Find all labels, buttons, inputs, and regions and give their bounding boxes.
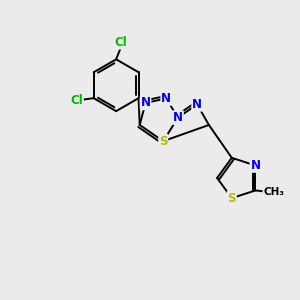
Text: S: S: [159, 135, 167, 148]
Text: N: N: [192, 98, 202, 111]
Text: Cl: Cl: [70, 94, 83, 107]
Text: N: N: [141, 96, 151, 110]
Text: CH₃: CH₃: [263, 187, 284, 197]
Text: Cl: Cl: [114, 36, 127, 49]
Text: S: S: [227, 192, 236, 205]
Text: N: N: [161, 92, 171, 105]
Text: N: N: [173, 111, 183, 124]
Text: N: N: [250, 159, 260, 172]
